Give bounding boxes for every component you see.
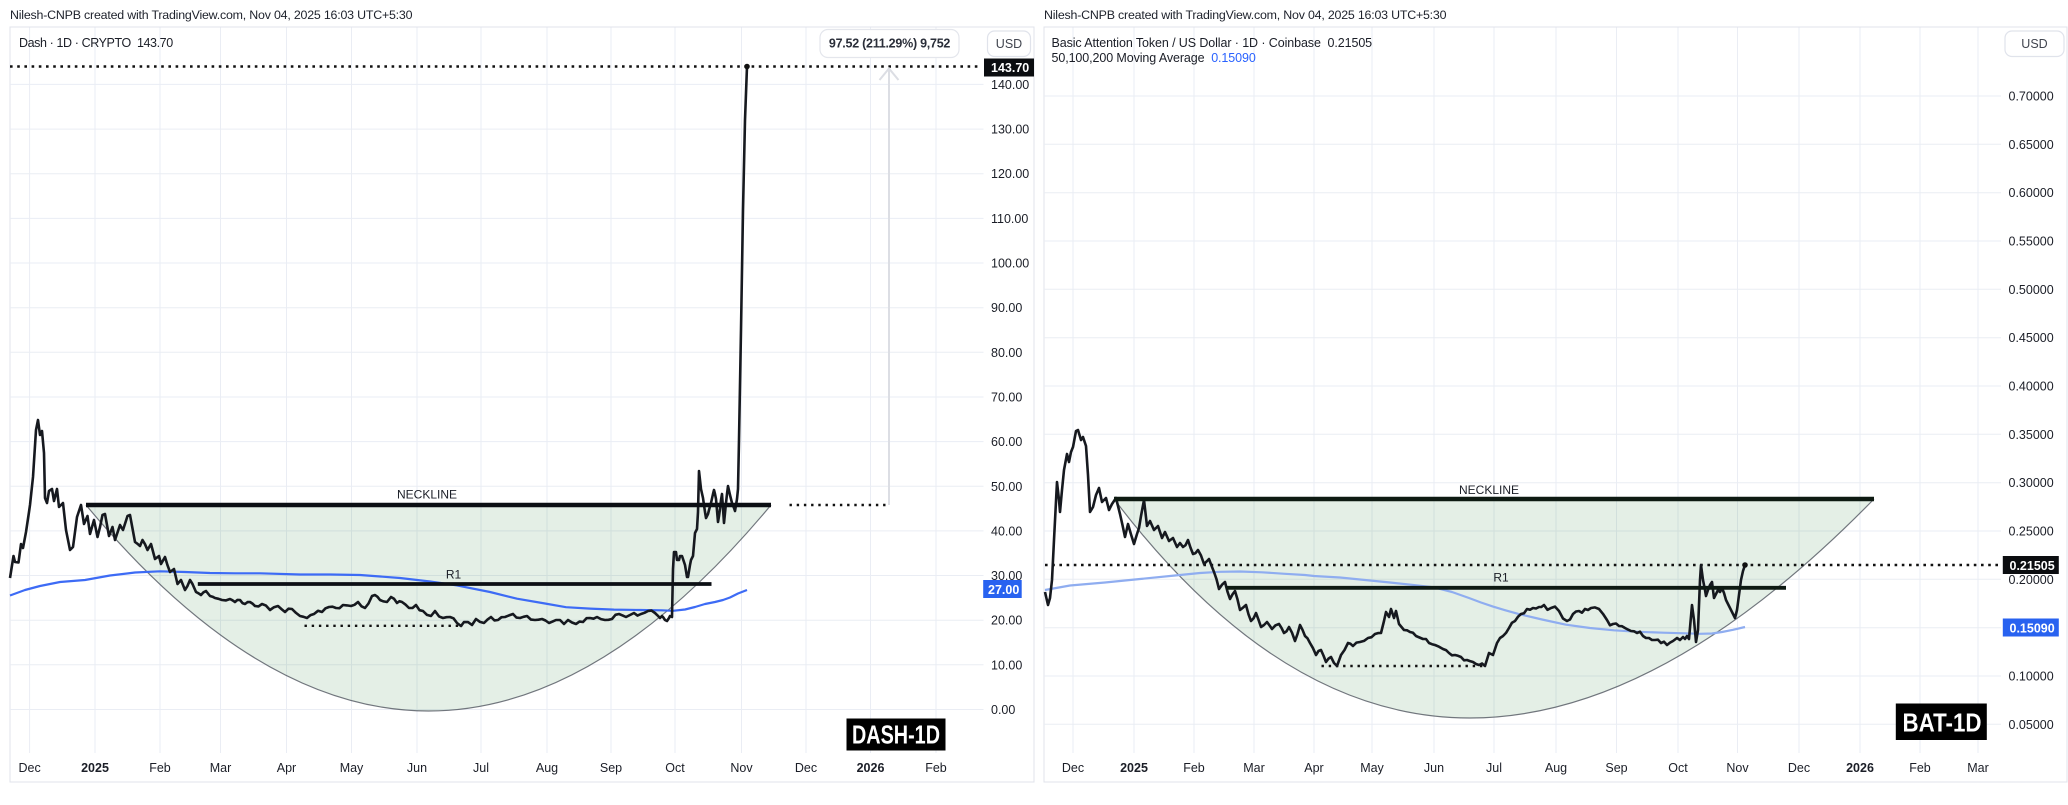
svg-text:Oct: Oct [1668,761,1688,775]
svg-text:Jun: Jun [1424,761,1444,775]
svg-text:0.50000: 0.50000 [2009,283,2054,297]
svg-text:Nov: Nov [730,761,753,775]
svg-text:Apr: Apr [1304,761,1323,775]
svg-text:120.00: 120.00 [991,167,1029,181]
svg-text:Dec: Dec [795,761,817,775]
svg-text:Dec: Dec [1062,761,1084,775]
svg-text:Feb: Feb [1909,761,1931,775]
svg-text:0.65000: 0.65000 [2009,138,2054,152]
svg-text:Dash · 1D · CRYPTO 143.70: Dash · 1D · CRYPTO 143.70 [19,36,173,50]
svg-text:Dec: Dec [18,761,40,775]
svg-text:97.52 (211.29%) 9,752: 97.52 (211.29%) 9,752 [829,37,951,51]
svg-text:May: May [1360,761,1384,775]
svg-text:2025: 2025 [1120,761,1148,775]
svg-text:Sep: Sep [600,761,622,775]
svg-text:Aug: Aug [1545,761,1567,775]
svg-text:50,100,200 Moving Average 0.1: 50,100,200 Moving Average 0.15090 [1052,51,1256,65]
svg-text:0.55000: 0.55000 [2009,235,2054,249]
svg-text:NECKLINE: NECKLINE [397,488,457,502]
svg-text:0.05000: 0.05000 [2009,718,2054,732]
svg-text:0.35000: 0.35000 [2009,428,2054,442]
svg-text:50.00: 50.00 [991,480,1022,494]
svg-text:0.10000: 0.10000 [2009,670,2054,684]
svg-text:140.00: 140.00 [991,78,1029,92]
svg-text:0.40000: 0.40000 [2009,380,2054,394]
svg-text:NECKLINE: NECKLINE [1459,483,1519,497]
svg-text:0.60000: 0.60000 [2009,186,2054,200]
svg-text:Nov: Nov [1726,761,1749,775]
svg-text:R1: R1 [446,568,462,582]
svg-text:0.15090: 0.15090 [2010,622,2055,636]
svg-text:0.21505: 0.21505 [2010,559,2055,573]
svg-text:Jul: Jul [473,761,489,775]
svg-text:USD: USD [2021,37,2047,51]
svg-text:2025: 2025 [81,761,109,775]
svg-text:Mar: Mar [210,761,232,775]
svg-text:Oct: Oct [665,761,685,775]
svg-text:80.00: 80.00 [991,346,1022,360]
svg-text:60.00: 60.00 [991,435,1022,449]
svg-text:Aug: Aug [536,761,558,775]
svg-text:Nilesh-CNPB created with Tradi: Nilesh-CNPB created with TradingView.com… [1044,8,1447,22]
svg-text:Mar: Mar [1243,761,1265,775]
svg-text:0.00: 0.00 [991,703,1015,717]
svg-text:Apr: Apr [277,761,296,775]
svg-text:0.70000: 0.70000 [2009,90,2054,104]
svg-text:30.00: 30.00 [991,569,1022,583]
svg-text:Dec: Dec [1788,761,1810,775]
svg-text:20.00: 20.00 [991,614,1022,628]
svg-text:40.00: 40.00 [991,524,1022,538]
svg-text:2026: 2026 [1846,761,1874,775]
svg-text:Sep: Sep [1605,761,1627,775]
svg-text:Basic Attention Token / US Dol: Basic Attention Token / US Dollar · 1D ·… [1052,36,1373,50]
svg-text:90.00: 90.00 [991,301,1022,315]
svg-text:BAT-1D: BAT-1D [1903,708,1982,738]
svg-text:10.00: 10.00 [991,658,1022,672]
svg-text:May: May [340,761,364,775]
svg-text:Feb: Feb [925,761,947,775]
svg-text:0.45000: 0.45000 [2009,331,2054,345]
svg-text:0.30000: 0.30000 [2009,476,2054,490]
svg-text:Mar: Mar [1967,761,1989,775]
svg-text:2026: 2026 [857,761,885,775]
svg-text:R1: R1 [1493,571,1509,585]
svg-text:70.00: 70.00 [991,391,1022,405]
svg-text:110.00: 110.00 [991,212,1028,226]
svg-text:Jul: Jul [1486,761,1502,775]
svg-text:Nilesh-CNPB created with Tradi: Nilesh-CNPB created with TradingView.com… [10,8,413,22]
svg-text:0.25000: 0.25000 [2009,525,2054,539]
svg-text:USD: USD [996,37,1022,51]
svg-text:DASH-1D: DASH-1D [852,720,940,750]
svg-text:Feb: Feb [149,761,171,775]
svg-text:Feb: Feb [1183,761,1205,775]
svg-text:27.00: 27.00 [988,583,1019,597]
svg-text:130.00: 130.00 [991,123,1029,137]
svg-text:100.00: 100.00 [991,257,1029,271]
svg-text:0.20000: 0.20000 [2009,573,2054,587]
svg-text:Jun: Jun [407,761,427,775]
svg-text:143.70: 143.70 [991,61,1029,75]
